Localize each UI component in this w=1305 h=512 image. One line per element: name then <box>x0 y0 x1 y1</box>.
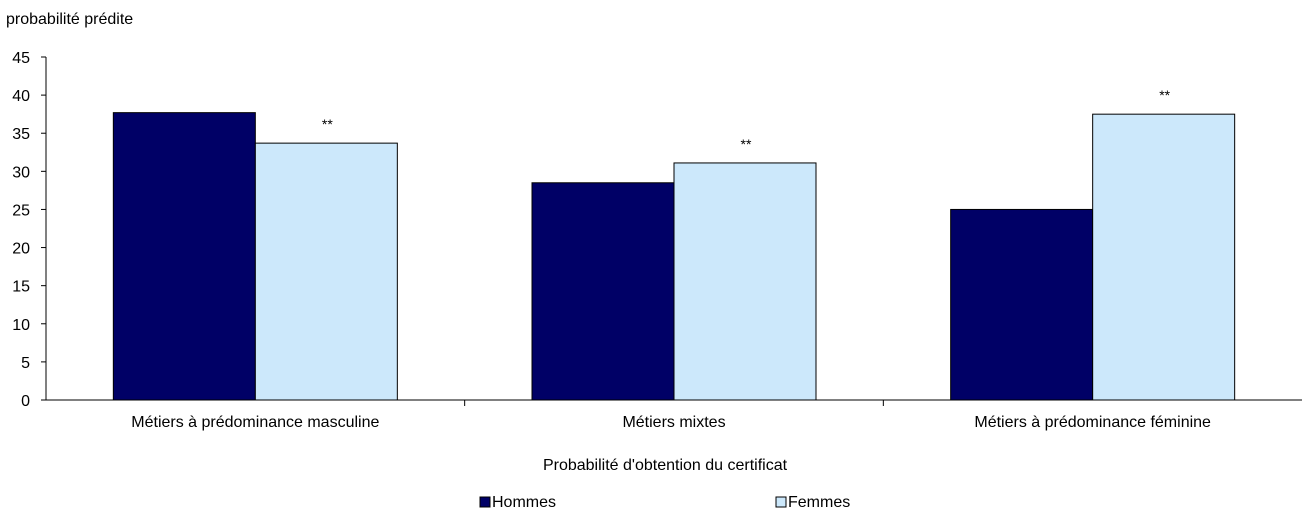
legend-swatch-femmes <box>775 496 787 508</box>
x-axis-title: Probabilité d'obtention du certificat <box>543 457 788 474</box>
legend-swatch-hommes <box>479 496 491 508</box>
bar-femmes <box>254 142 398 401</box>
significance-marker: ** <box>322 116 333 132</box>
bars <box>112 112 1236 401</box>
bar-femmes <box>673 162 817 401</box>
y-tick-label: 10 <box>12 317 30 334</box>
bar-hommes <box>950 208 1094 401</box>
y-tick-label: 0 <box>21 393 30 410</box>
significance-marker: ** <box>1159 87 1170 103</box>
y-axis-title: probabilité prédite <box>6 11 133 28</box>
bar-femmes <box>1092 113 1236 401</box>
bar-hommes <box>112 112 256 401</box>
y-tick-label: 40 <box>12 88 30 105</box>
x-category-label: Métiers à prédominance féminine <box>974 414 1211 431</box>
significance-marker: ** <box>741 136 752 152</box>
y-tick-label: 45 <box>12 50 30 67</box>
y-tick-label: 20 <box>12 241 30 258</box>
y-tick-label: 30 <box>12 164 30 181</box>
y-tick-label: 15 <box>12 279 30 296</box>
y-axis-ticks: 0 5 10 15 20 25 30 35 40 45 <box>12 50 46 410</box>
y-tick-label: 25 <box>12 202 30 219</box>
bar-hommes <box>531 182 675 401</box>
y-tick-label: 35 <box>12 126 30 143</box>
legend-label-hommes: Hommes <box>492 494 556 511</box>
x-category-label: Métiers mixtes <box>622 414 725 431</box>
legend-label-femmes: Femmes <box>788 494 850 511</box>
y-tick-label: 5 <box>21 355 30 372</box>
legend: Hommes Femmes <box>479 494 850 511</box>
x-axis-categories: Métiers à prédominance masculine Métiers … <box>131 414 1211 431</box>
axes <box>45 57 1302 406</box>
x-category-label: Métiers à prédominance masculine <box>131 414 379 431</box>
bar-annotations: ** ** ** <box>322 87 1171 152</box>
